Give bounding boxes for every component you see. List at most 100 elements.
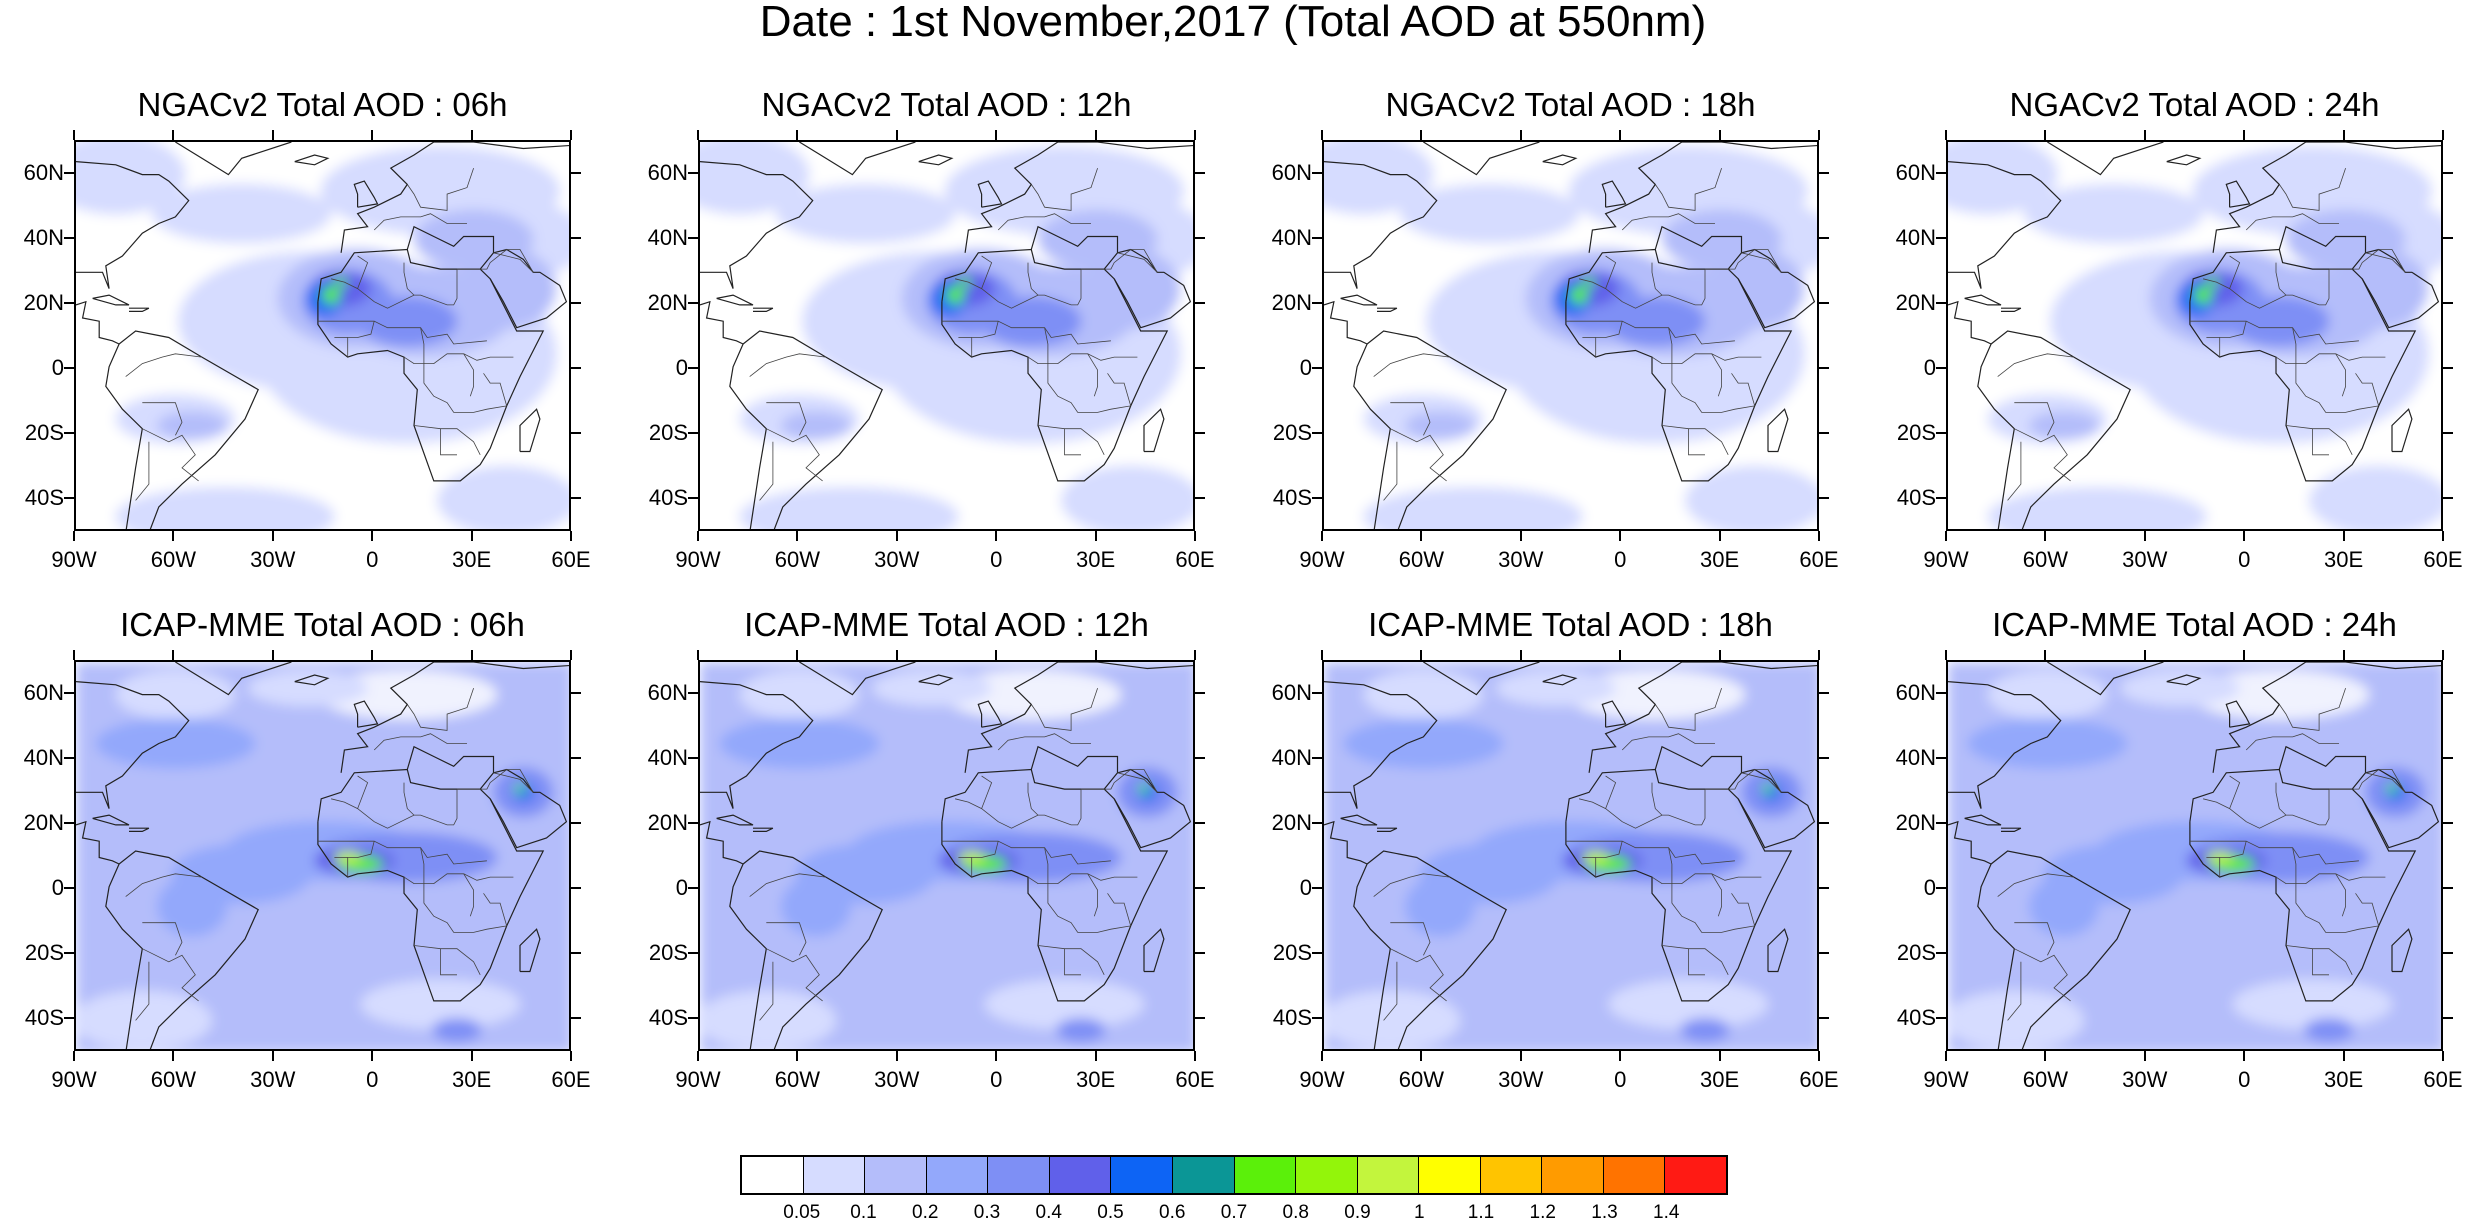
- map-panel-icap-mme-24h: [1946, 660, 2443, 1051]
- colorbar-box: [1481, 1157, 1543, 1193]
- lon-tick: [1095, 130, 1097, 140]
- lon-tick-label: 30W: [238, 1069, 308, 1091]
- lon-tick: [1945, 531, 1947, 541]
- lat-tick: [1312, 822, 1322, 824]
- lon-tick: [371, 650, 373, 660]
- lon-tick-label: 0: [1585, 1069, 1655, 1091]
- lon-tick: [172, 650, 174, 660]
- map-panel-ngacv2-12h: [698, 140, 1195, 531]
- lon-tick-label: 30E: [1061, 1069, 1131, 1091]
- lon-tick: [796, 650, 798, 660]
- lon-tick-label: 0: [2209, 549, 2279, 571]
- lat-tick-label: 20N: [1878, 292, 1936, 314]
- lon-tick-label: 30W: [862, 1069, 932, 1091]
- lon-tick-label: 30W: [238, 549, 308, 571]
- lon-tick: [471, 531, 473, 541]
- lon-tick: [896, 531, 898, 541]
- lat-tick: [688, 757, 698, 759]
- lon-tick: [1719, 130, 1721, 140]
- lon-tick: [1719, 1051, 1721, 1061]
- lat-tick: [2443, 497, 2453, 499]
- lat-tick-label: 0: [1878, 877, 1936, 899]
- lon-tick-label: 30E: [1685, 1069, 1755, 1091]
- lon-tick: [371, 1051, 373, 1061]
- lon-tick: [1420, 650, 1422, 660]
- lat-tick-label: 60N: [1878, 682, 1936, 704]
- lon-tick: [2343, 1051, 2345, 1061]
- lat-tick: [1819, 172, 1829, 174]
- lon-tick: [570, 650, 572, 660]
- lat-tick-label: 60N: [1254, 682, 1312, 704]
- aod-field-map: [700, 142, 1195, 531]
- lon-tick: [2243, 130, 2245, 140]
- colorbar-box: [1050, 1157, 1112, 1193]
- colorbar-box: [742, 1157, 804, 1193]
- lon-tick: [2144, 130, 2146, 140]
- lon-tick-label: 60W: [762, 549, 832, 571]
- lon-tick: [1520, 130, 1522, 140]
- lat-tick: [571, 692, 581, 694]
- lon-tick: [697, 650, 699, 660]
- lon-tick: [1194, 650, 1196, 660]
- colorbar-box: [1665, 1157, 1726, 1193]
- lon-tick-label: 30W: [862, 549, 932, 571]
- lon-tick-label: 90W: [663, 1069, 733, 1091]
- lat-tick-label: 40N: [6, 747, 64, 769]
- lat-tick: [2443, 692, 2453, 694]
- panel-title: ICAP-MME Total AOD : 18h: [1291, 608, 1851, 642]
- lat-tick: [64, 822, 74, 824]
- lat-tick-label: 0: [6, 877, 64, 899]
- lat-tick-label: 40S: [6, 487, 64, 509]
- lon-tick: [1095, 1051, 1097, 1061]
- lon-tick: [2044, 531, 2046, 541]
- lat-tick-label: 20S: [1254, 942, 1312, 964]
- lat-tick: [1819, 432, 1829, 434]
- lon-tick: [2343, 650, 2345, 660]
- lat-tick: [571, 887, 581, 889]
- colorbar-box: [1111, 1157, 1173, 1193]
- lat-tick: [1312, 887, 1322, 889]
- lat-tick: [571, 237, 581, 239]
- colorbar-box: [1235, 1157, 1297, 1193]
- colorbar-box: [1358, 1157, 1420, 1193]
- lat-tick-label: 60N: [1878, 162, 1936, 184]
- lon-tick-label: 90W: [1911, 1069, 1981, 1091]
- lon-tick-label: 0: [961, 549, 1031, 571]
- map-panel-ngacv2-18h: [1322, 140, 1819, 531]
- lon-tick: [1719, 531, 1721, 541]
- lon-tick: [272, 650, 274, 660]
- lon-tick: [1818, 1051, 1820, 1061]
- lat-tick: [1936, 497, 1946, 499]
- lon-tick: [697, 531, 699, 541]
- lat-tick: [1312, 432, 1322, 434]
- lon-tick: [1420, 531, 1422, 541]
- lon-tick: [371, 531, 373, 541]
- colorbar-label: 0.4: [1019, 1203, 1079, 1223]
- lat-tick: [64, 237, 74, 239]
- lon-tick-label: 30W: [1486, 1069, 1556, 1091]
- lon-tick-label: 0: [2209, 1069, 2279, 1091]
- panel-title: NGACv2 Total AOD : 06h: [43, 88, 603, 122]
- lat-tick: [688, 952, 698, 954]
- lat-tick: [64, 952, 74, 954]
- lon-tick-label: 60E: [1784, 1069, 1854, 1091]
- aod-field-map: [1948, 662, 2443, 1051]
- lat-tick-label: 20N: [1254, 812, 1312, 834]
- lat-tick: [2443, 432, 2453, 434]
- lat-tick: [1195, 822, 1205, 824]
- lon-tick: [796, 531, 798, 541]
- lon-tick-label: 0: [337, 1069, 407, 1091]
- colorbar-label: 1: [1389, 1203, 1449, 1223]
- lon-tick-label: 60W: [138, 549, 208, 571]
- lon-tick-label: 30E: [437, 1069, 507, 1091]
- lat-tick: [688, 822, 698, 824]
- lon-tick: [73, 531, 75, 541]
- lon-tick-label: 60E: [1784, 549, 1854, 571]
- lon-tick: [1095, 531, 1097, 541]
- lat-tick: [1819, 887, 1829, 889]
- lon-tick: [1194, 130, 1196, 140]
- lon-tick: [2044, 650, 2046, 660]
- colorbar-box: [1419, 1157, 1481, 1193]
- lon-tick: [1619, 650, 1621, 660]
- lon-tick: [995, 130, 997, 140]
